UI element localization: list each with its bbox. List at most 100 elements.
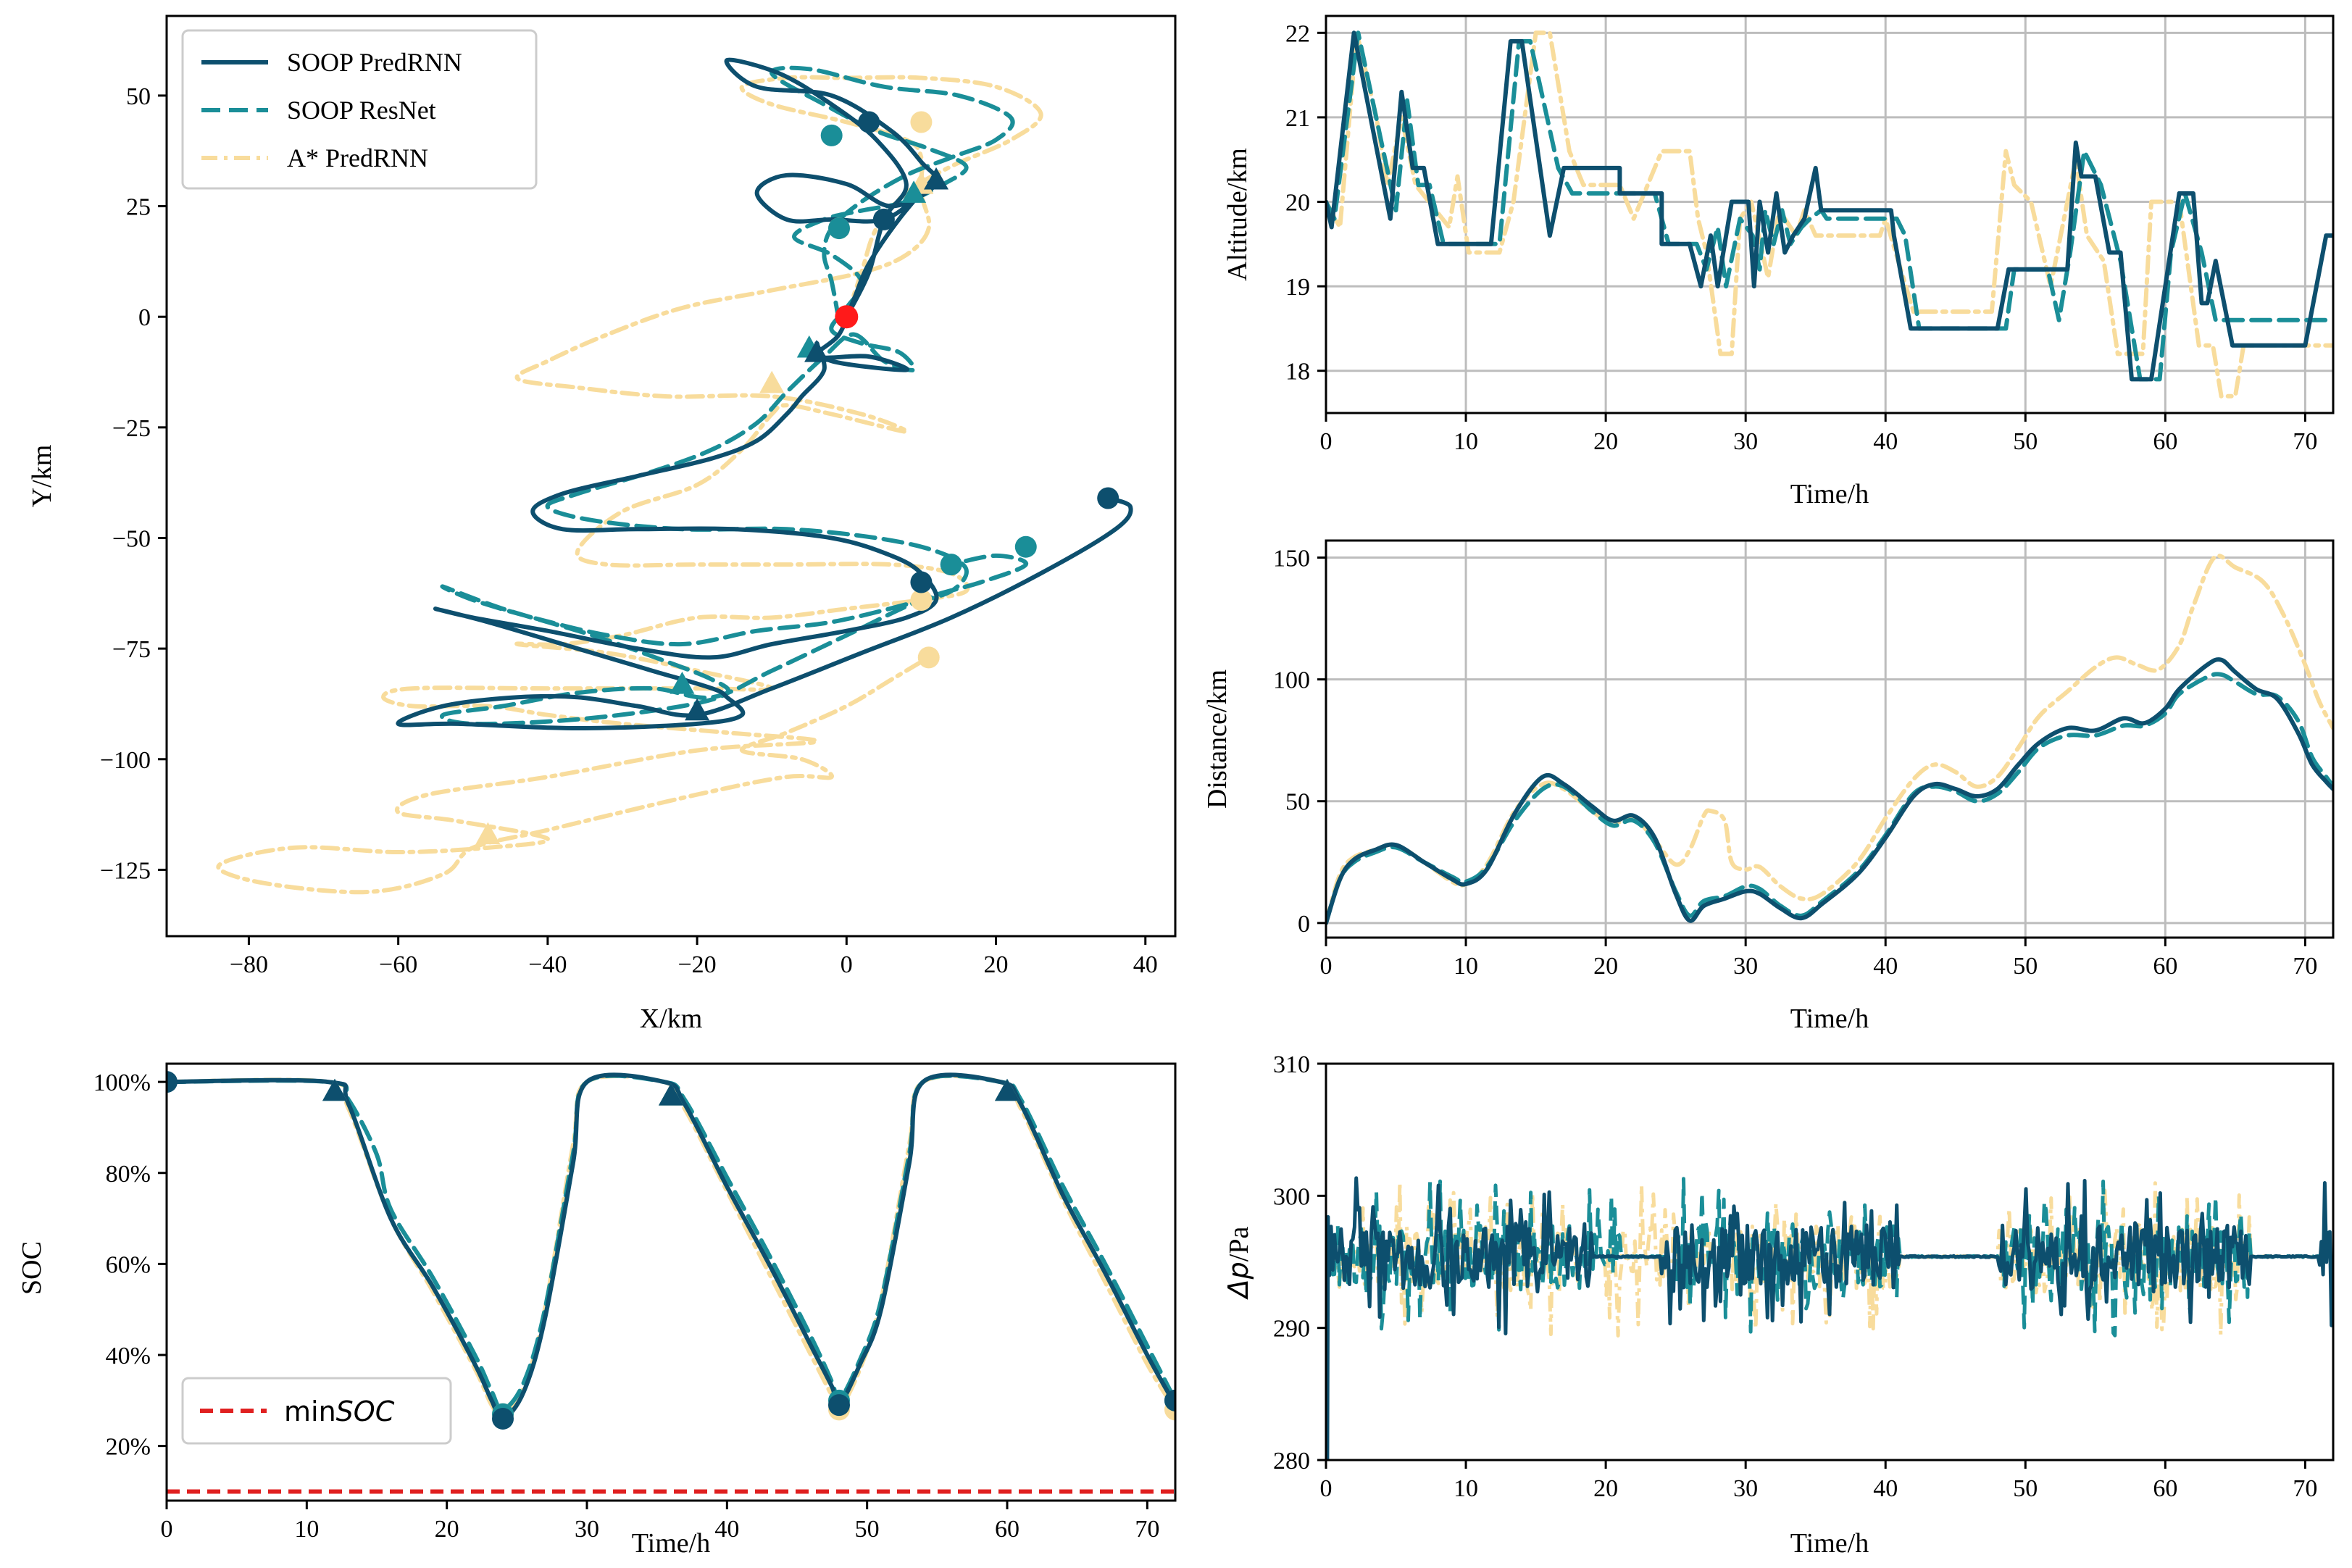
- trajectory-x-tick-label: 20: [984, 951, 1009, 978]
- pressure-ticks: 0 10 20 30 40 50 60 70 280 290 300 310: [1273, 1051, 2317, 1502]
- distance-y-tick-label: 100: [1273, 667, 1310, 694]
- altitude-y-tick-label: 20: [1285, 190, 1310, 217]
- soc-y-label: SOC: [17, 1241, 47, 1295]
- altitude-plot-area: [1326, 30, 2333, 399]
- pressure-series-predrnn: [1326, 1176, 2333, 1460]
- trajectory-circle-marker-astar: [910, 588, 933, 611]
- trajectory-y-tick-label: −100: [100, 747, 151, 774]
- trajectory-circle-marker-predrnn: [910, 571, 933, 593]
- altitude-y-tick-label: 19: [1285, 274, 1310, 301]
- altitude-x-tick-label: 60: [2153, 428, 2177, 455]
- soc-x-tick-label: 10: [294, 1516, 319, 1543]
- trajectory-triangle-marker-resnet: [901, 180, 927, 203]
- trajectory-x-tick-label: −20: [677, 951, 716, 978]
- trajectory-x-tick-label: 40: [1133, 951, 1158, 978]
- distance-x-label: Time/h: [1790, 1004, 1869, 1034]
- distance-x-tick-label: 0: [1320, 953, 1333, 980]
- soc-axes-frame: [165, 1062, 1177, 1502]
- soc-series-predrnn: [167, 1072, 1175, 1421]
- trajectory-x-tick-label: −80: [230, 951, 268, 978]
- trajectory-circle-marker-resnet: [1014, 535, 1037, 558]
- distance-series-astar: [1326, 554, 2333, 925]
- distance-ticks: 0 10 20 30 40 50 60 70 0 50 100 150: [1273, 546, 2317, 980]
- trajectory-series-resnet: [440, 65, 1028, 727]
- trajectory-circle-marker-predrnn: [858, 111, 880, 133]
- trajectory-y-tick-label: 50: [126, 83, 151, 110]
- trajectory-triangle-marker-resnet: [670, 671, 695, 694]
- trajectory-y-tick-label: −25: [112, 415, 151, 442]
- soc-circle-marker-predrnn: [828, 1394, 850, 1417]
- legend-label-minsoc: minSOC: [284, 1396, 395, 1427]
- altitude-series-resnet: [1326, 30, 2333, 382]
- trajectory-triangle-marker-predrnn: [685, 698, 710, 721]
- distance-x-tick-label: 20: [1593, 953, 1618, 980]
- soc-y-tick-label: 80%: [106, 1161, 151, 1188]
- soc-x-label: Time/h: [632, 1528, 710, 1559]
- altitude-x-tick-label: 10: [1454, 428, 1478, 455]
- altitude-x-tick-label: 20: [1593, 428, 1618, 455]
- altitude-y-label: Altitude/km: [1222, 148, 1253, 281]
- distance-y-tick-label: 50: [1285, 789, 1310, 816]
- trajectory-triangle-marker-predrnn: [804, 340, 830, 362]
- soc-ticks: 0 10 20 30 40 50 60 70 20% 40% 60% 80% 100%: [93, 1069, 1160, 1543]
- distance-series-predrnn: [1326, 657, 2333, 925]
- trajectory-axes-frame: [165, 14, 1177, 938]
- pressure-x-tick-label: 10: [1454, 1475, 1478, 1502]
- legend-box: [181, 29, 538, 190]
- soc-y-tick-label: 60%: [106, 1251, 151, 1278]
- legend-label-astar: A* PredRNN: [287, 143, 428, 172]
- pressure-y-tick-label: 280: [1273, 1448, 1310, 1475]
- trajectory-triangle-marker-astar: [475, 822, 501, 845]
- soc-y-tick-label: 20%: [106, 1434, 151, 1461]
- soc-triangle-marker-predrnn: [322, 1078, 347, 1101]
- soc-circle-marker-predrnn: [492, 1407, 514, 1430]
- soc-legend: minSOC: [181, 1377, 452, 1445]
- trajectory-legend: SOOP PredRNN SOOP ResNet A* PredRNN: [181, 29, 538, 190]
- soc-plot-area: [167, 1071, 1175, 1494]
- trajectory-y-tick-label: −125: [100, 857, 151, 884]
- trajectory-x-tick-label: 0: [841, 951, 853, 978]
- trajectory-circle-marker-predrnn: [1097, 487, 1119, 509]
- distance-x-tick-label: 70: [2293, 953, 2317, 980]
- distance-y-tick-label: 0: [1298, 911, 1310, 938]
- distance-x-tick-label: 60: [2153, 953, 2177, 980]
- altitude-series-predrnn: [1326, 30, 2333, 382]
- pressure-x-tick-label: 70: [2293, 1475, 2317, 1502]
- soc-x-tick-label: 30: [575, 1516, 599, 1543]
- altitude-x-tick-label: 30: [1733, 428, 1758, 455]
- soc-y-tick-label: 100%: [93, 1069, 151, 1096]
- trajectory-y-label: Y/km: [27, 445, 57, 508]
- pressure-x-tick-label: 30: [1733, 1475, 1758, 1502]
- pressure-panel: 0 10 20 30 40 50 60 70 280 290 300 310 Time/h Δp/Pa: [1222, 1051, 2335, 1559]
- trajectory-y-tick-label: 0: [138, 304, 151, 331]
- distance-series-resnet: [1326, 672, 2333, 925]
- altitude-y-tick-label: 22: [1285, 20, 1310, 47]
- distance-axes-frame: [1325, 539, 2335, 939]
- distance-x-tick-label: 50: [2013, 953, 2038, 980]
- pressure-x-tick-label: 60: [2153, 1475, 2177, 1502]
- trajectory-y-tick-label: 25: [126, 194, 151, 221]
- distance-x-tick-label: 30: [1733, 953, 1758, 980]
- pressure-y-tick-label: 300: [1273, 1183, 1310, 1210]
- trajectory-y-tick-label: −50: [112, 525, 151, 552]
- soc-x-tick-label: 50: [855, 1516, 880, 1543]
- trajectory-circle-marker-astar: [917, 646, 940, 669]
- distance-plot-area: [1326, 554, 2333, 925]
- pressure-x-tick-label: 50: [2013, 1475, 2038, 1502]
- trajectory-circle-marker-resnet: [828, 217, 850, 240]
- distance-y-label: Distance/km: [1202, 670, 1233, 809]
- pressure-y-tick-label: 290: [1273, 1316, 1310, 1343]
- pressure-series-resnet: [1326, 1177, 2333, 1338]
- trajectory-triangle-marker-predrnn: [924, 167, 949, 190]
- pressure-x-label: Time/h: [1790, 1528, 1869, 1559]
- pressure-x-tick-label: 40: [1873, 1475, 1898, 1502]
- soc-y-tick-label: 40%: [106, 1343, 151, 1369]
- trajectory-x-label: X/km: [640, 1004, 703, 1034]
- pressure-y-tick-label: 310: [1273, 1051, 1310, 1078]
- altitude-ticks: 0 10 20 30 40 50 60 70 18 19 20 21 22: [1285, 20, 2317, 455]
- altitude-panel: 0 10 20 30 40 50 60 70 18 19 20 21 22 Time/h Altitud…: [1222, 14, 2335, 509]
- pressure-axes-frame: [1325, 1062, 2335, 1461]
- altitude-x-tick-label: 0: [1320, 428, 1333, 455]
- trajectory-circle-marker-astar: [910, 111, 933, 133]
